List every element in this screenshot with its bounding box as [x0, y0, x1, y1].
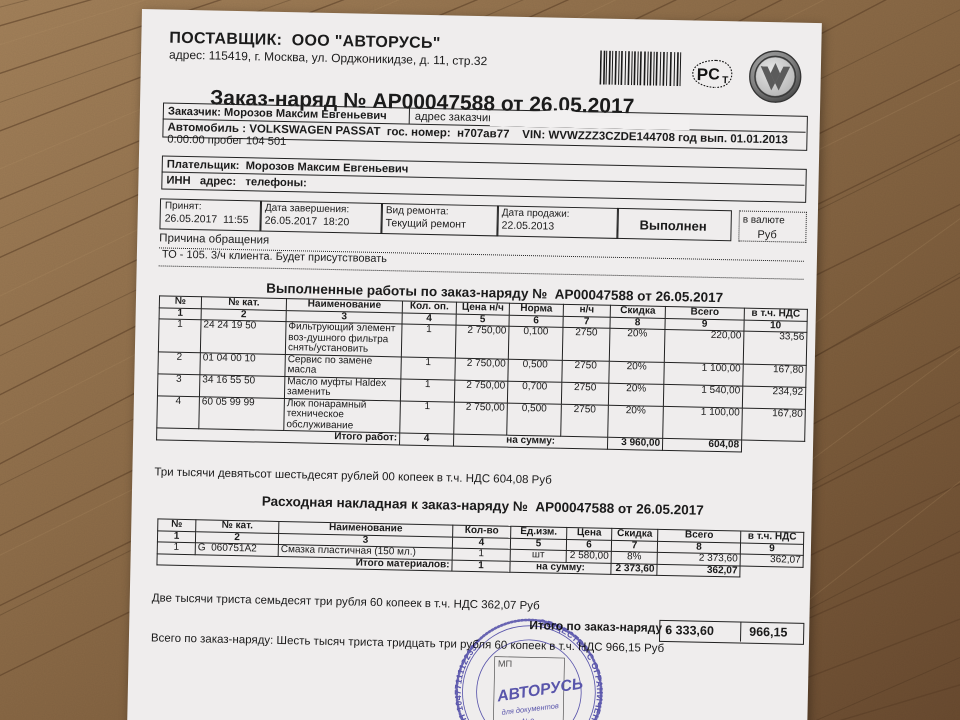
svg-text:C: C: [708, 66, 720, 83]
svg-text:№2: №2: [522, 717, 535, 720]
svg-text:МП: МП: [498, 659, 512, 669]
svg-text:P: P: [697, 65, 709, 84]
svg-text:T: T: [722, 75, 728, 86]
svg-text:АВТОРУСЬ: АВТОРУСЬ: [495, 675, 584, 705]
